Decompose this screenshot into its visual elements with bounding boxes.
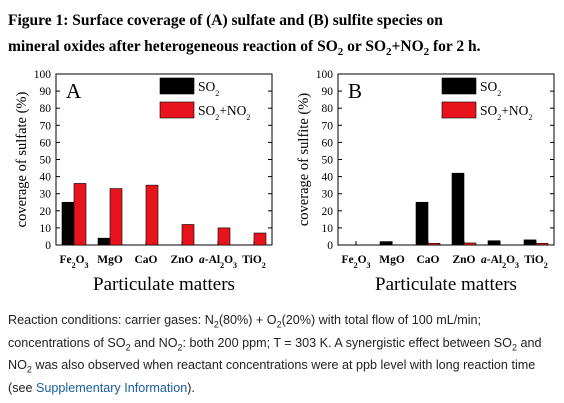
panel-a-legend-label: SO2+NO2 — [198, 103, 250, 122]
panel-a-y-tick-label: 30 — [40, 189, 52, 201]
supplementary-info-link[interactable]: Supplementary Information — [36, 380, 188, 395]
panel-a-bar — [61, 201, 75, 246]
panel-b-axes-frame — [337, 73, 555, 246]
panel-a-y-axis-label: coverage of sulfate (%) — [14, 92, 30, 228]
panel-a-axes-frame — [55, 73, 273, 246]
panel-b-bar — [427, 242, 441, 246]
panel-b-bar — [451, 172, 465, 246]
panel-b-legend-label: SO2+NO2 — [480, 103, 532, 122]
panel-a-y-tick-label: 70 — [40, 120, 52, 132]
panel-a-category-label: a-Al2O3 — [199, 254, 237, 270]
panel-a-y-tick-label: 40 — [40, 172, 52, 184]
panel-b-y-tick-label: 50 — [322, 155, 334, 167]
panel-b-category-label: a-Al2O3 — [481, 254, 519, 270]
panel-a-bar — [217, 227, 231, 246]
panel-b-y-tick-label: 10 — [322, 223, 334, 235]
panel-a-category-label: MgO — [97, 254, 123, 266]
panel-a-category-label: TiO2 — [242, 254, 266, 270]
panel-a-y-tick-label: 10 — [40, 223, 52, 235]
panel-b-category-label: Fe2O3 — [341, 254, 370, 270]
panel-a-x-axis-label: Particulate matters — [93, 274, 235, 295]
panel-b-legend-swatch — [441, 77, 477, 95]
panel-a-panel-letter: A — [66, 79, 82, 103]
panel-a-bar — [145, 184, 159, 246]
panel-a-bar — [109, 188, 123, 246]
panel-b-y-tick-label: 60 — [322, 137, 334, 149]
panel-b-category-label: ZnO — [452, 254, 475, 266]
panel-b-y-tick-label: 40 — [322, 172, 334, 184]
panel-b-y-tick-label: 80 — [322, 103, 334, 115]
panel-b-y-tick-label: 90 — [322, 86, 334, 98]
panel-b-bar — [463, 242, 477, 246]
title-line-1: Figure 1: Surface coverage of (A) sulfat… — [8, 12, 443, 29]
panel-a-legend-swatch — [159, 77, 195, 95]
panel-b-panel-letter: B — [348, 79, 362, 103]
chart-panel-b: 0 10 20 30 40 50 60 70 80 90 100 coverage of sulfit… — [296, 69, 555, 295]
panel-a-legend-swatch — [159, 101, 195, 119]
panel-b-category-label: MgO — [379, 254, 405, 266]
panel-b-y-tick-label: 30 — [322, 189, 334, 201]
panel-b-y-tick-label: 70 — [322, 120, 334, 132]
panel-a-y-tick-label: 100 — [34, 69, 52, 81]
panel-a-y-tick-label: 60 — [40, 137, 52, 149]
panel-b-legend-swatch — [441, 101, 477, 119]
panel-a-y-tick-label: 20 — [40, 206, 52, 218]
panel-b-bar — [487, 240, 501, 246]
panel-b-y-tick-label: 0 — [327, 240, 333, 252]
panel-a-bar — [97, 237, 111, 246]
panel-a-bar — [73, 183, 87, 246]
panel-b-bar — [535, 242, 549, 246]
panel-b-x-axis-label: Particulate matters — [375, 274, 517, 295]
panel-a-legend-label: SO2 — [198, 79, 219, 98]
panel-a-category-label: CaO — [135, 254, 158, 266]
panel-a-y-tick-label: 90 — [40, 86, 52, 98]
panel-b-category-label: CaO — [417, 254, 440, 266]
panel-b-category-label: TiO2 — [524, 254, 548, 270]
panel-b-bar — [523, 239, 537, 246]
panel-b-legend-label: SO2 — [480, 79, 501, 98]
panel-a-y-tick-label: 80 — [40, 103, 52, 115]
panel-a-y-tick-label: 0 — [45, 240, 51, 252]
panel-b-y-tick-label: 100 — [316, 69, 334, 81]
panel-b-bar — [379, 241, 393, 246]
figure-title: Figure 1: Surface coverage of (A) sulfat… — [8, 12, 481, 59]
panel-b-y-tick-label: 20 — [322, 206, 334, 218]
figure-caption: Reaction conditions: carrier gases: N2(8… — [8, 313, 542, 395]
panel-a-category-label: Fe2O3 — [59, 254, 88, 270]
panel-a-bar — [181, 224, 195, 246]
panel-a-bar — [253, 232, 267, 246]
panel-b-bar — [415, 201, 429, 246]
panel-b-y-axis-label: coverage of sulfite (%) — [296, 93, 312, 226]
chart-panel-a: 0 10 20 30 40 50 60 70 80 90 100 coverage of sulfat… — [14, 69, 273, 295]
panel-a-y-tick-label: 50 — [40, 155, 52, 167]
panel-a-category-label: ZnO — [170, 254, 193, 266]
